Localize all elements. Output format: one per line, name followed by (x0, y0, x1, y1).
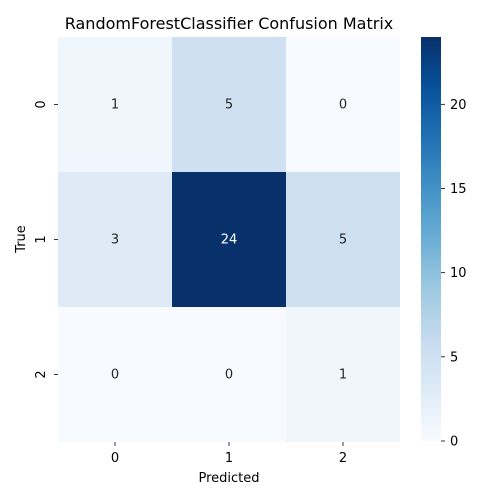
cell-value-label: 3 (111, 233, 119, 248)
colorbar-tick-label: 0 (450, 435, 458, 450)
heatmap-cell (172, 37, 286, 172)
heatmap-cell (58, 172, 172, 307)
cell-value-label: 0 (339, 98, 347, 113)
cell-value-label: 0 (225, 368, 233, 383)
cell-value-label: 0 (111, 368, 119, 383)
cell-value-label: 5 (225, 98, 233, 113)
y-tick-label: 2 (34, 370, 49, 378)
y-tick-label: 0 (34, 100, 49, 108)
colorbar-tick-label: 15 (450, 182, 467, 197)
heatmap-cell-labels: 1 5 0 3 24 5 0 0 1 (111, 98, 347, 383)
x-axis-ticks: 0 1 2 (111, 442, 347, 466)
cell-value-label: 1 (339, 368, 347, 383)
cell-value-label: 5 (339, 233, 347, 248)
colorbar-ticks: 0 5 10 15 20 (441, 98, 467, 450)
x-tick-label: 0 (111, 451, 119, 466)
cell-value-label: 24 (221, 233, 238, 248)
cell-value-label: 1 (111, 98, 119, 113)
heatmap-cell (286, 172, 400, 307)
heatmap-cell (286, 37, 400, 172)
colorbar (421, 37, 441, 441)
x-tick-label: 2 (339, 451, 347, 466)
heatmap-cell (58, 37, 172, 172)
y-tick-label: 1 (34, 235, 49, 243)
heatmap-cells (58, 37, 400, 442)
colorbar-tick-label: 5 (450, 350, 458, 365)
x-axis-label: Predicted (198, 471, 259, 486)
y-axis-label: True (14, 225, 29, 254)
x-tick-label: 1 (225, 451, 233, 466)
y-axis-ticks: 0 1 2 (34, 100, 58, 379)
chart-title: RandomForestClassifier Confusion Matrix (65, 14, 394, 33)
colorbar-tick-label: 10 (450, 266, 467, 281)
heatmap-cell (172, 172, 286, 307)
heatmap-cell (58, 307, 172, 442)
heatmap-cell (286, 307, 400, 442)
colorbar-tick-label: 20 (450, 98, 467, 113)
heatmap-cell (172, 307, 286, 442)
